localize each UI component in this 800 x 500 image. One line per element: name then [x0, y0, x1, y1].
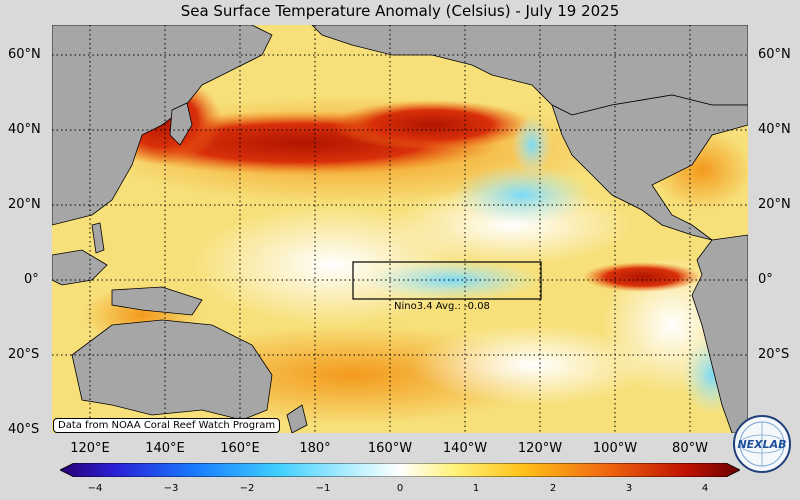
lon-label: 160°W	[367, 441, 413, 456]
colorbar-tick: 1	[472, 483, 480, 494]
colorbar-tick: −2	[239, 483, 255, 494]
logo-text: NEXLAB	[737, 438, 786, 451]
lon-label: 180°	[299, 441, 331, 456]
colorbar-tick: −4	[87, 483, 103, 494]
colorbar-tick: 0	[396, 483, 404, 494]
lon-label: 100°W	[592, 441, 638, 456]
lon-label: 140°E	[145, 441, 185, 456]
lon-label: 120°W	[517, 441, 563, 456]
lat-label-left: 40°N	[8, 122, 41, 137]
colorbar	[60, 463, 740, 477]
colorbar-tick: 3	[625, 483, 633, 494]
lon-label: 80°W	[672, 441, 708, 456]
lat-label-left: 20°N	[8, 197, 41, 212]
lat-label-left: 40°S	[8, 422, 40, 437]
nino34-label: Nino3.4 Avg.: -0.08	[394, 301, 490, 312]
lat-label-right: 40°N	[758, 122, 791, 137]
map-title: Sea Surface Temperature Anomaly (Celsius…	[180, 2, 620, 20]
colorbar-tick: −1	[315, 483, 331, 494]
data-credit: Data from NOAA Coral Reef Watch Program	[53, 418, 281, 433]
lat-label-right: 0°	[758, 272, 773, 287]
land-masses	[52, 25, 748, 433]
lat-label-right: 60°N	[758, 47, 791, 62]
colorbar-tick: 4	[701, 483, 709, 494]
lat-label-left: 60°N	[8, 47, 41, 62]
lon-label: 140°W	[442, 441, 488, 456]
nexlab-logo: NEXLAB	[733, 415, 791, 473]
sst-anomaly-map	[52, 25, 748, 433]
graticule	[52, 25, 748, 433]
nino34-box	[352, 261, 542, 300]
lat-label-left: 20°S	[8, 347, 40, 362]
lon-label: 160°E	[220, 441, 260, 456]
lat-label-right: 20°N	[758, 197, 791, 212]
colorbar-tick: −3	[163, 483, 179, 494]
map-canvas	[52, 25, 748, 433]
lat-label-right: 20°S	[758, 347, 790, 362]
colorbar-tick: 2	[549, 483, 557, 494]
lat-label-left: 0°	[24, 272, 39, 287]
lon-label: 120°E	[70, 441, 110, 456]
